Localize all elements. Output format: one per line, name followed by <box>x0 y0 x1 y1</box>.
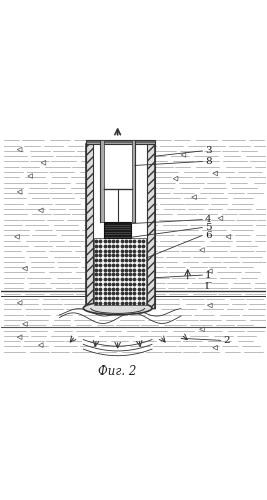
Bar <box>147 144 155 308</box>
Text: 5: 5 <box>205 223 211 232</box>
Text: 2: 2 <box>223 336 230 345</box>
Text: Фиг. 2: Фиг. 2 <box>99 365 137 378</box>
Ellipse shape <box>83 302 152 314</box>
Text: 3: 3 <box>205 146 211 156</box>
Bar <box>104 222 131 238</box>
Bar <box>94 238 146 306</box>
Bar <box>93 144 147 308</box>
Bar <box>132 140 135 222</box>
Text: 4: 4 <box>205 215 211 224</box>
Text: 8: 8 <box>205 157 211 166</box>
Text: 1: 1 <box>205 270 211 280</box>
Bar <box>86 144 93 308</box>
Bar <box>86 140 155 144</box>
Bar <box>100 140 104 222</box>
Text: Г: Г <box>205 282 211 292</box>
Text: 6: 6 <box>205 231 211 240</box>
